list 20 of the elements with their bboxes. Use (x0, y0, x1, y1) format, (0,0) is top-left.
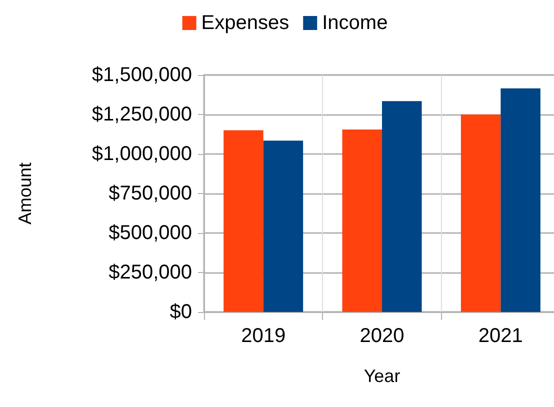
y-tick-label: $1,250,000 (92, 104, 192, 126)
y-tick-label: $250,000 (108, 262, 192, 284)
y-tick-label: $1,500,000 (92, 64, 192, 86)
x-axis-title: Year (364, 366, 400, 386)
y-tick-label: $500,000 (108, 222, 192, 244)
legend-label: Expenses (201, 12, 290, 34)
x-tick-label: 2020 (360, 325, 404, 347)
y-tick-label: $0 (170, 301, 192, 323)
bar (500, 88, 540, 312)
y-axis-title: Amount (15, 162, 35, 225)
bar (263, 140, 304, 312)
bar (382, 101, 422, 312)
x-tick-label: 2019 (241, 325, 286, 347)
y-tick-label: $750,000 (108, 182, 192, 204)
legend-label: Income (322, 12, 388, 34)
bar (460, 114, 501, 312)
bar (224, 130, 264, 312)
y-tick-label: $1,000,000 (92, 143, 192, 165)
x-tick-label: 2021 (478, 325, 523, 347)
bar (342, 130, 382, 312)
